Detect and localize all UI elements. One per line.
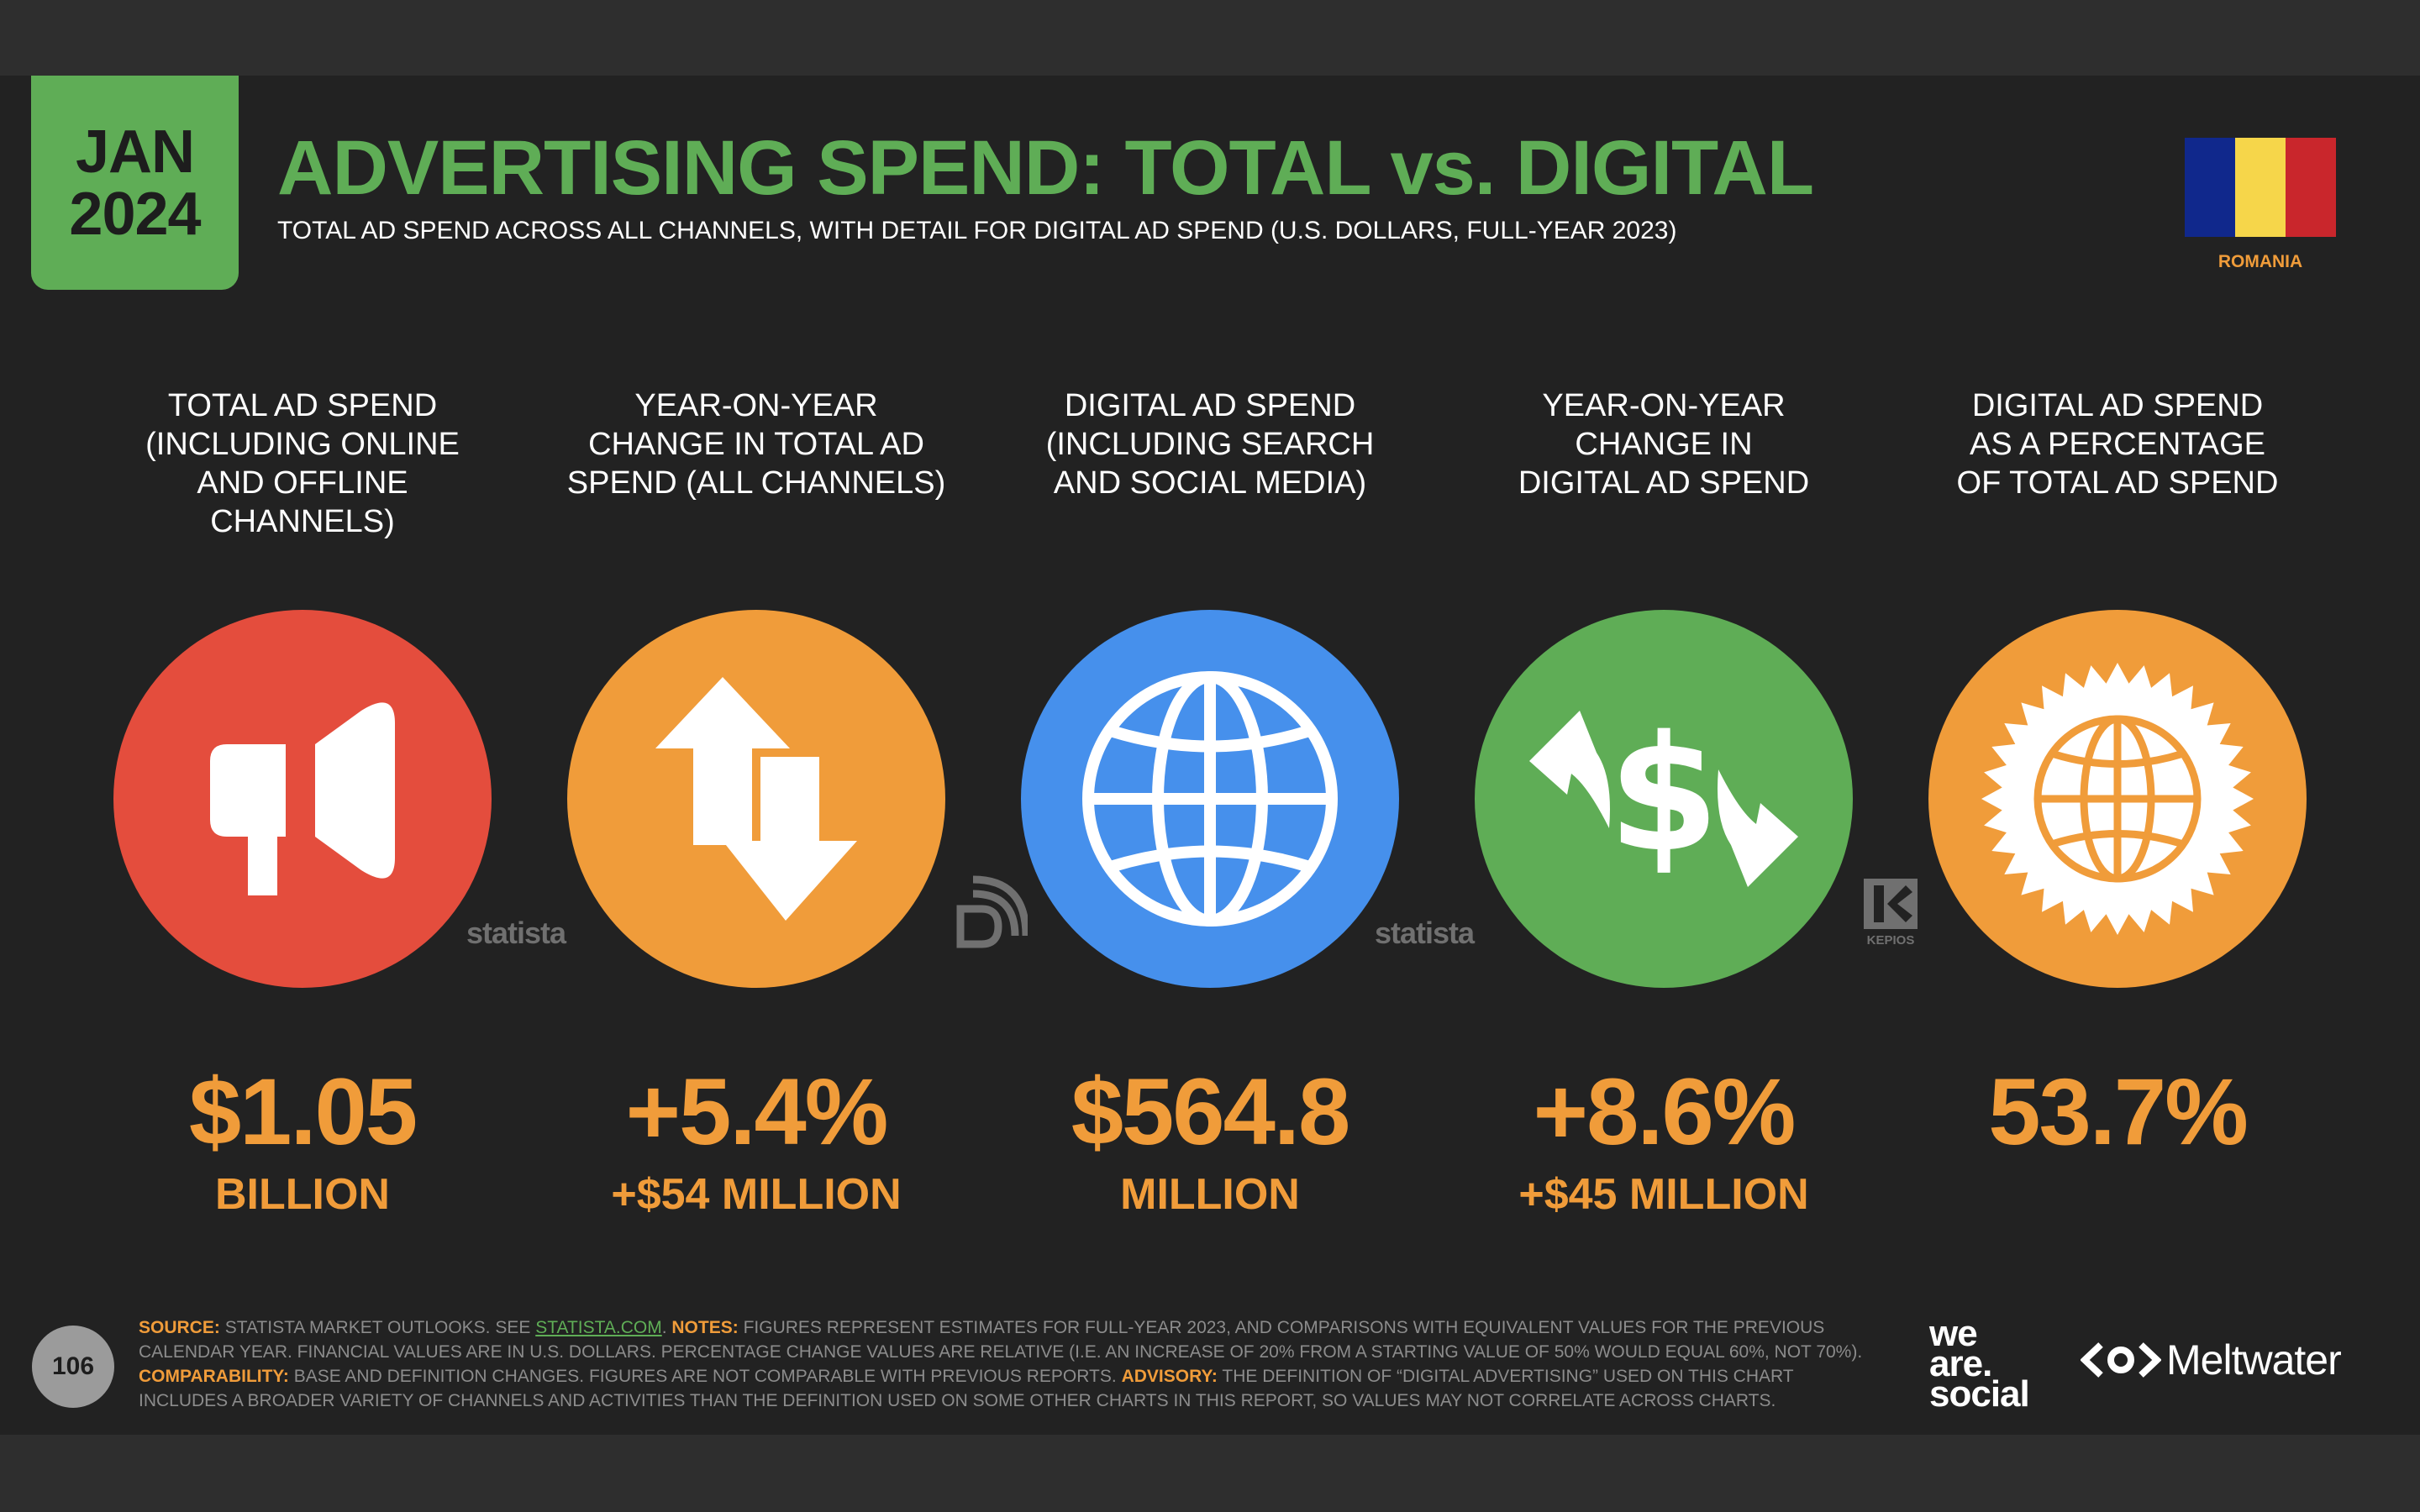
dollar-exchange-icon: $: [1529, 701, 1798, 887]
source-label: SOURCE:: [139, 1318, 220, 1337]
metric-label-line: (INCLUDING ONLINE: [145, 427, 460, 462]
metric-label-line: CHANGE IN: [1575, 427, 1753, 462]
kepios-mark-icon: [1864, 879, 1918, 929]
up-down-arrows-icon: [655, 677, 857, 921]
metric-value: +5.4%: [625, 1059, 889, 1164]
brand-line: social: [1929, 1373, 2030, 1415]
metric-yoy-total: YEAR-ON-YEAR CHANGE IN TOTAL AD SPEND (A…: [555, 386, 958, 1220]
footer-notes: SOURCE: STATISTA MARKET OUTLOOKS. SEE ST…: [139, 1318, 1863, 1410]
metric-label: YEAR-ON-YEAR CHANGE IN TOTAL AD SPEND (A…: [555, 386, 958, 512]
flag-stripe-blue: [2185, 138, 2235, 237]
metric-label-line: AND SOCIAL MEDIA): [1053, 465, 1367, 501]
meltwater-mark-icon: [2081, 1342, 2161, 1378]
source-link[interactable]: STATISTA.COM: [535, 1318, 662, 1337]
metric-label-line: DIGITAL AD SPEND: [1064, 388, 1356, 423]
metric-yoy-digital: YEAR-ON-YEAR CHANGE IN DIGITAL AD SPEND …: [1462, 386, 1865, 1220]
megaphone-icon: [210, 702, 395, 895]
metric-total-ad-spend: TOTAL AD SPEND (INCLUDING ONLINE AND OFF…: [101, 386, 504, 1220]
we-are-social-logo: we are. social: [1929, 1313, 2030, 1415]
metric-label-line: DIGITAL AD SPEND: [1971, 388, 2264, 423]
metric-digital-ad-spend: DIGITAL AD SPEND (INCLUDING SEARCH AND S…: [1008, 386, 1412, 1220]
source-text: STATISTA MARKET OUTLOOKS. SEE: [224, 1318, 531, 1337]
globe-badge-icon: [1981, 663, 2254, 935]
metric-label-line: YEAR-ON-YEAR: [634, 388, 878, 423]
statista-logo: statista: [466, 916, 566, 950]
page-subtitle: TOTAL AD SPEND ACROSS ALL CHANNELS, WITH…: [277, 217, 1677, 244]
metric-label-line: AND OFFLINE CHANNELS): [197, 465, 408, 539]
metric-value: $1.05: [188, 1059, 418, 1164]
kepios-logo: KEPIOS: [1864, 879, 1918, 948]
metric-label-line: YEAR-ON-YEAR: [1542, 388, 1786, 423]
kepios-label: KEPIOS: [1866, 933, 1915, 948]
flag-stripe-red: [2286, 138, 2336, 237]
notes-label: NOTES:: [671, 1318, 739, 1337]
page-title: ADVERTISING SPEND: TOTAL vs. DIGITAL: [277, 125, 1814, 211]
metric-subvalue: MILLION: [1120, 1170, 1300, 1219]
metric-label: DIGITAL AD SPEND (INCLUDING SEARCH AND S…: [1008, 386, 1412, 512]
date-year: 2024: [69, 180, 201, 248]
metric-digital-share: DIGITAL AD SPEND AS A PERCENTAGE OF TOTA…: [1916, 386, 2319, 1169]
romania-flag-icon: [2185, 138, 2336, 237]
country-label: ROMANIA: [2217, 252, 2303, 271]
advisory-label: ADVISORY:: [1121, 1367, 1218, 1386]
slide: JAN 2024 ADVERTISING SPEND: TOTAL vs. DI…: [0, 76, 2420, 1435]
notes-text: FIGURES REPRESENT ESTIMATES FOR FULL-YEA…: [139, 1318, 1863, 1362]
metric-circle: $: [1475, 610, 1853, 988]
meltwater-label: Meltwater: [2166, 1336, 2342, 1383]
svg-text:$: $: [1608, 701, 1719, 887]
comparability-label: COMPARABILITY:: [139, 1367, 289, 1386]
metric-label: TOTAL AD SPEND (INCLUDING ONLINE AND OFF…: [101, 386, 504, 539]
metric-value: +8.6%: [1533, 1059, 1797, 1164]
date-month: JAN: [75, 118, 195, 186]
metric-value: 53.7%: [1988, 1059, 2249, 1164]
flag-stripe-yellow: [2235, 138, 2286, 237]
page-number: 106: [32, 1326, 114, 1408]
metric-circle: [113, 610, 492, 988]
metric-label-line: TOTAL AD SPEND: [167, 388, 438, 423]
metric-label-line: (INCLUDING SEARCH: [1045, 427, 1375, 462]
metric-circle: [1928, 610, 2307, 988]
datareportal-logo-icon: [956, 875, 1028, 948]
metric-value: $564.8: [1071, 1059, 1351, 1164]
metric-label-line: OF TOTAL AD SPEND: [1956, 465, 2279, 501]
comparability-text: BASE AND DEFINITION CHANGES. FIGURES ARE…: [293, 1367, 1117, 1386]
bottom-bar: [0, 1435, 2420, 1512]
metric-circle: [567, 610, 945, 988]
metric-label-line: SPEND (ALL CHANNELS): [566, 465, 946, 501]
metric-label-line: AS A PERCENTAGE: [1970, 427, 2265, 462]
metric-label: DIGITAL AD SPEND AS A PERCENTAGE OF TOTA…: [1916, 386, 2319, 512]
metric-circle: [1021, 610, 1399, 988]
metric-subvalue: +$45 MILLION: [1518, 1170, 1809, 1219]
meltwater-logo: Meltwater: [2081, 1336, 2342, 1384]
metric-subvalue: +$54 MILLION: [611, 1170, 902, 1219]
advisory-text: THE DEFINITION OF “DIGITAL ADVERTISING” …: [139, 1367, 1794, 1410]
date-badge: JAN 2024: [31, 76, 239, 290]
brand-line: are.: [1929, 1343, 1992, 1384]
metric-subvalue: BILLION: [215, 1170, 390, 1219]
metric-label-line: CHANGE IN TOTAL AD: [588, 427, 924, 462]
top-bar: [0, 0, 2420, 76]
metric-label-line: DIGITAL AD SPEND: [1518, 465, 1810, 501]
statista-logo: statista: [1375, 916, 1475, 950]
globe-icon: [1082, 671, 1338, 927]
metric-label: YEAR-ON-YEAR CHANGE IN DIGITAL AD SPEND: [1462, 386, 1865, 512]
brand-line: we: [1929, 1313, 1978, 1354]
